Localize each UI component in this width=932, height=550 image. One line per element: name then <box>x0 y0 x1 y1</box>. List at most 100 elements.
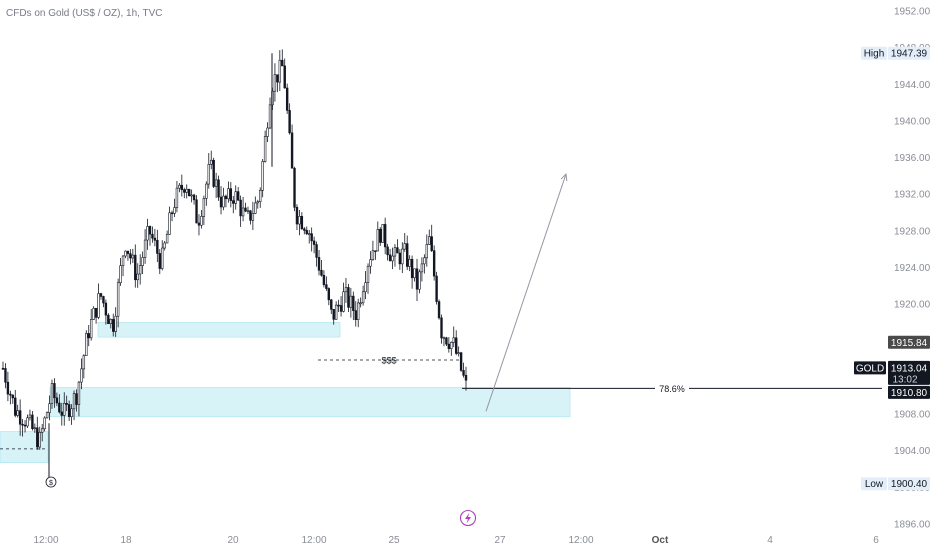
candle-body <box>406 243 409 267</box>
candle <box>435 271 438 305</box>
liquidity-label: $$$ <box>381 356 396 366</box>
candle-body <box>217 179 220 198</box>
candle <box>285 83 289 114</box>
candle-body <box>58 402 61 413</box>
candle-body <box>161 247 164 269</box>
candle-body <box>315 244 318 258</box>
candle <box>457 346 460 357</box>
x-tick-label: 27 <box>494 535 506 546</box>
candle-body <box>28 414 32 419</box>
candle-body <box>94 307 98 318</box>
candle <box>244 202 247 213</box>
candle-body <box>457 352 460 355</box>
candle-body <box>437 301 441 319</box>
candle <box>77 381 81 417</box>
candle <box>89 309 93 341</box>
candle <box>437 299 441 320</box>
candle <box>97 283 100 320</box>
candle <box>119 258 122 286</box>
candle-body <box>50 383 54 404</box>
x-tick-label: 25 <box>388 535 400 546</box>
candle-body <box>459 352 463 371</box>
candle-body <box>383 224 387 248</box>
candle <box>38 426 41 450</box>
candle <box>403 232 406 252</box>
candle-body <box>418 271 421 290</box>
candle-body <box>452 337 455 343</box>
y-tick-label: 1940.00 <box>894 116 931 127</box>
candle-body <box>187 188 191 197</box>
candle <box>212 157 215 189</box>
candle <box>1 361 5 370</box>
candle <box>276 74 279 93</box>
candle-body <box>141 257 144 266</box>
candle <box>43 416 46 432</box>
candle <box>388 248 392 262</box>
candle-body <box>300 216 304 230</box>
candle-body <box>143 239 147 258</box>
candle <box>317 250 321 276</box>
candle-body <box>175 187 179 208</box>
candle-body <box>112 319 115 332</box>
candle <box>170 210 174 222</box>
x-tick-label: 4 <box>767 535 773 546</box>
candle-body <box>244 207 247 212</box>
candle-body <box>1 367 5 370</box>
bar-countdown: 13:02 <box>892 374 917 385</box>
candle-body <box>97 293 100 318</box>
candle-body <box>72 393 76 410</box>
candle <box>229 182 233 208</box>
candle-body <box>450 342 453 349</box>
candle <box>158 249 161 275</box>
candle-body <box>273 74 277 92</box>
candle <box>156 229 159 263</box>
candle-body <box>354 310 357 320</box>
candle-body <box>330 299 333 310</box>
candle <box>55 392 59 407</box>
candle <box>102 295 105 308</box>
candle-body <box>285 87 289 111</box>
candle-body <box>349 295 353 308</box>
candle <box>308 229 311 244</box>
candle <box>256 199 259 209</box>
candle-body <box>102 296 105 304</box>
candle-body <box>239 199 242 217</box>
candle <box>330 299 333 315</box>
candle-body <box>104 302 108 316</box>
low-value-bg <box>888 477 930 491</box>
candle-body <box>75 393 78 405</box>
candle <box>202 195 206 226</box>
candle-body <box>222 195 225 208</box>
symbol-title: CFDs on Gold (US$ / OZ), 1h, TVC <box>6 8 163 19</box>
candle-body <box>18 410 22 425</box>
candle-body <box>153 237 157 241</box>
candle-body <box>114 315 117 332</box>
candle <box>401 242 404 274</box>
y-tick-label: 1908.00 <box>894 410 931 421</box>
candle <box>16 404 19 418</box>
x-tick-label: 12:00 <box>301 535 326 546</box>
current-price: 1913.04 <box>891 363 928 374</box>
candle-body <box>197 222 201 226</box>
high-label: High <box>864 49 885 60</box>
candle-body <box>87 333 90 339</box>
candle <box>281 49 284 67</box>
candle <box>312 236 316 254</box>
x-tick-label: 6 <box>873 535 879 546</box>
candle-body <box>317 257 321 271</box>
candle <box>383 217 387 255</box>
candle-body <box>31 414 34 429</box>
candle-body <box>290 132 294 169</box>
candle <box>11 394 14 404</box>
candle <box>163 240 166 251</box>
candle <box>442 336 446 347</box>
candle-body <box>352 295 355 311</box>
candle <box>347 283 350 312</box>
candle <box>92 306 95 320</box>
candle-body <box>327 288 331 301</box>
candle-body <box>423 257 426 265</box>
candle-body <box>347 287 350 308</box>
candle <box>40 423 44 442</box>
